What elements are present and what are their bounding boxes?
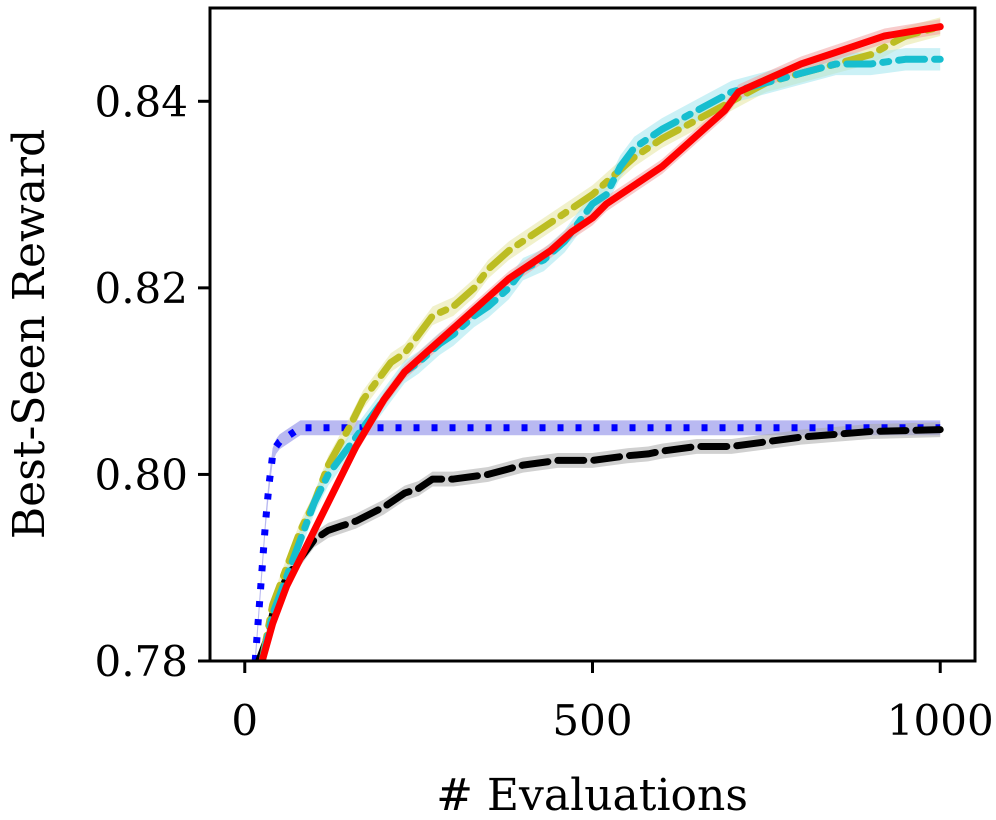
line-black-dashed — [255, 426, 944, 661]
confidence-bands — [255, 17, 941, 661]
band-cyan-dashdot — [262, 48, 941, 661]
line-red-solid — [258, 23, 944, 661]
x-tick-label: 500 — [552, 696, 632, 745]
plot-frame — [208, 6, 977, 663]
y-axis-label: Best-Seen Reward — [4, 129, 55, 539]
x-axis-ticks: 0 500 1000 — [231, 661, 994, 745]
x-tick-label: 0 — [231, 696, 258, 745]
band-olive-dashdot — [262, 17, 941, 661]
y-tick-label: 0.78 — [94, 637, 188, 686]
y-tick-label: 0.80 — [94, 450, 188, 499]
line-olive-dashdot — [258, 23, 944, 661]
band-red-solid — [262, 19, 941, 661]
x-tick-label: 1000 — [887, 696, 994, 745]
y-tick-label: 0.82 — [94, 264, 188, 313]
series-lines — [251, 23, 944, 661]
x-axis-label: # Evaluations — [436, 770, 748, 820]
line-cyan-dashdot — [258, 55, 944, 661]
y-axis-ticks: 0.78 0.80 0.82 0.84 — [94, 77, 210, 686]
y-tick-label: 0.84 — [94, 77, 188, 126]
